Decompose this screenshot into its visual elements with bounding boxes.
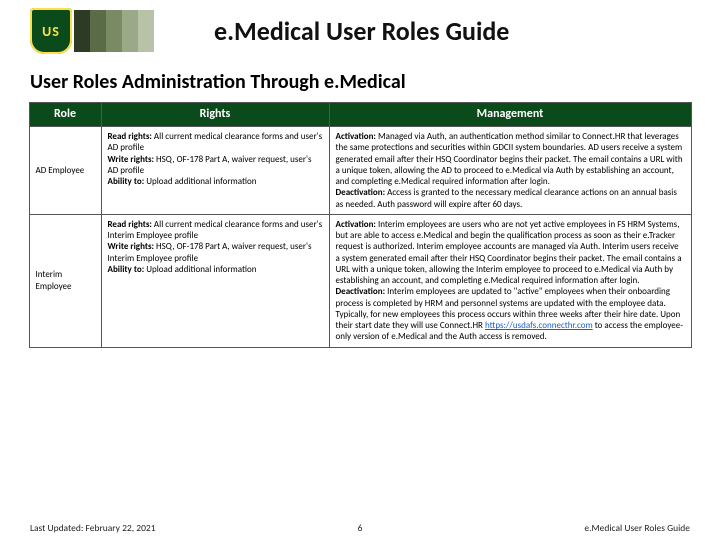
footer-last-updated: Last Updated: February 22, 2021 <box>30 522 156 534</box>
write-rights-label: Write rights: <box>108 154 155 165</box>
deactivation-text: Access is granted to the necessary medic… <box>336 187 677 209</box>
col-rights-header: Rights <box>101 103 329 127</box>
connecthr-link[interactable]: https://usdafs.connecthr.com <box>485 320 593 331</box>
rights-cell: Read rights: All current medical clearan… <box>101 214 329 347</box>
stripes-icon <box>74 10 154 52</box>
table-row: Interim Employee Read rights: All curren… <box>29 214 691 347</box>
roles-table: Role Rights Management AD Employee Read … <box>29 102 692 348</box>
table-header-row: Role Rights Management <box>29 103 691 127</box>
footer-doc-title: e.Medical User Roles Guide <box>584 522 690 534</box>
deactivation-label: Deactivation: <box>336 286 386 297</box>
activation-label: Activation: <box>336 131 376 142</box>
deactivation-label: Deactivation: <box>336 187 386 198</box>
ability-text: Upload additional information <box>144 176 256 187</box>
read-rights-label: Read rights: <box>108 219 152 230</box>
footer-page-number: 6 <box>358 522 363 534</box>
logo-block: US <box>30 8 154 54</box>
col-role-header: Role <box>29 103 101 127</box>
table-row: AD Employee Read rights: All current med… <box>29 127 691 215</box>
ability-label: Ability to: <box>108 264 145 275</box>
mgmt-cell: Activation: Interim employees are users … <box>329 214 691 347</box>
col-mgmt-header: Management <box>329 103 691 127</box>
section-title: User Roles Administration Through e.Medi… <box>30 70 720 94</box>
read-rights-label: Read rights: <box>108 131 152 142</box>
role-name: AD Employee <box>29 127 101 215</box>
footer: Last Updated: February 22, 2021 6 e.Medi… <box>0 522 720 534</box>
header: US e.Medical User Roles Guide <box>0 0 720 58</box>
usfs-shield-icon: US <box>30 8 72 54</box>
document-title: e.Medical User Roles Guide <box>184 15 720 47</box>
activation-text: Managed via Auth, an authentication meth… <box>336 131 683 187</box>
write-rights-label: Write rights: <box>108 241 155 252</box>
activation-label: Activation: <box>336 219 376 230</box>
rights-cell: Read rights: All current medical clearan… <box>101 127 329 215</box>
shield-text: US <box>42 23 60 40</box>
mgmt-cell: Activation: Managed via Auth, an authent… <box>329 127 691 215</box>
ability-text: Upload additional information <box>144 264 256 275</box>
role-name: Interim Employee <box>29 214 101 347</box>
ability-label: Ability to: <box>108 176 145 187</box>
activation-text: Interim employees are users who are not … <box>336 219 682 286</box>
